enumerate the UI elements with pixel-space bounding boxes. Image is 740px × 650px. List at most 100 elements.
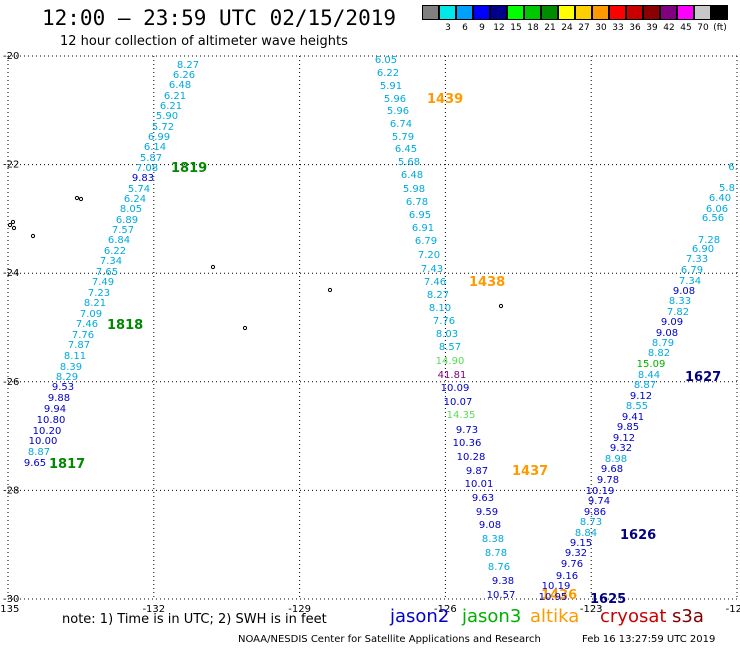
lon-label: -135 [0,604,19,615]
wave-height-value: 7.28 [698,235,720,246]
wave-height-value: 9.09 [661,317,683,328]
wave-height-value: 8.87 [28,447,50,458]
wave-height-value: 15.09 [637,359,666,370]
wave-height-value: 7.09 [80,309,102,320]
wave-height-value: 6.95 [409,210,431,221]
wave-height-value: 8.38 [482,534,504,545]
wave-height-value: 9.53 [52,382,74,393]
track-2: 6.05 6.22 5.91 5.965.96 6.74 5.796.45 5.68 6.48… [375,55,577,603]
color-legend: 3 6 9 12 15 18 21 24 27 30 33 36 39 42 45 70 (ft) [422,5,728,35]
wave-height-value: 6.21 [160,101,182,112]
legend-label: 45 [680,23,692,33]
legend-swatch [575,5,592,20]
wave-height-value: 9.41 [622,412,644,423]
wave-height-value: 6.91 [412,223,434,234]
island-marker [498,303,504,309]
wave-height-value: 8.29 [56,372,78,383]
legend-swatch [422,5,439,20]
wave-height-value: 5.74 [128,184,150,195]
satellite-label-jason3: jason3 [462,606,522,627]
wave-height-value: 8.10 [429,303,451,314]
wave-height-value: 5.8 [719,183,735,194]
wave-height-value: 9.63 [472,493,494,504]
legend-swatch [507,5,524,20]
time-label: 1438 [469,275,505,290]
wave-height-value: 9.12 [613,433,635,444]
lon-label: -120 [726,604,740,615]
legend-swatch [592,5,609,20]
wave-height-value: 8.27 [427,290,449,301]
legend-swatch [541,5,558,20]
wave-height-value: 6.26 [173,70,195,81]
wave-height-value: 9.88 [48,393,70,404]
time-label: 1626 [620,528,656,543]
legend-swatch [524,5,541,20]
wave-height-value: 6.40 [709,193,731,204]
wave-height-value: 8.98 [605,454,627,465]
time-label: 1818 [107,318,143,333]
legend-label: 42 [663,23,675,33]
legend-swatch [643,5,660,20]
wave-height-value: 8.76 [488,562,510,573]
wave-height-value: 7.43 [421,264,443,275]
wave-height-value: 7.49 [92,277,114,288]
wave-height-value: 6.79 [681,265,703,276]
credit-text: NOAA/NESDIS Center for Satellite Applica… [238,634,541,645]
wave-height-value: 5.91 [380,81,402,92]
legend-swatch [694,5,711,20]
wave-height-value: 10.01 [465,479,494,490]
wave-height-value: 8.55 [626,401,648,412]
footer-note: note: 1) Time is in UTC; 2) SWH is in fe… [62,612,327,627]
wave-height-value: 8.84 [575,528,597,539]
wave-height-value: 9.87 [466,466,488,477]
wave-height-value: 7.46 [76,319,98,330]
wave-height-value: 8.05 [120,204,142,215]
wave-height-value: 6. [728,162,738,173]
time-label: 1437 [512,464,548,479]
legend-swatch [558,5,575,20]
wave-height-value: 10.28 [457,452,486,463]
wave-height-value: 9.85 [617,422,639,433]
wave-height-value: 9.65 [24,458,46,469]
legend-label: 70 [697,23,709,33]
wave-height-value: 10.07 [444,397,473,408]
legend-swatch [660,5,677,20]
wave-height-value: 10.09 [441,383,470,394]
legend-swatch [490,5,507,20]
wave-height-value: 7.34 [679,276,701,287]
legend-label: 30 [595,23,607,33]
wave-height-value: 6.48 [401,170,423,181]
wave-height-value: 10.00 [29,436,58,447]
time-label: 1439 [427,92,463,107]
legend-label: 24 [561,23,573,33]
island-marker [327,287,333,293]
wave-height-value: 9.83 [132,173,154,184]
wave-height-value: 6.89 [116,215,138,226]
legend-swatch [677,5,694,20]
wave-height-value: 6.24 [124,194,146,205]
island-marker [78,196,84,202]
wave-height-value: 9.08 [656,328,678,339]
wave-height-value: 9.32 [610,443,632,454]
time-label: 1817 [49,457,85,472]
wave-height-value: 6.22 [104,246,126,257]
wave-height-value: 5.79 [392,132,414,143]
lat-label: -30 [3,594,19,605]
lat-label: -20 [3,51,19,62]
island-marker [11,225,17,231]
legend-label: 6 [462,23,468,33]
wave-height-value: 6.48 [169,80,191,91]
wave-height-value: 8.87 [634,380,656,391]
wave-height-value: 9.86 [584,507,606,518]
wave-height-value: 10.57 [487,590,516,601]
legend-label: 33 [612,23,624,33]
wave-height-value: 6.79 [415,236,437,247]
wave-height-value: 10.20 [33,426,62,437]
legend-swatch [456,5,473,20]
wave-height-value: 8.44 [638,370,660,381]
time-label: 1627 [685,370,721,385]
wave-height-value: 5.72 [152,122,174,133]
wave-height-value: 8.11 [64,351,86,362]
generated-timestamp: Feb 16 13:27:59 UTC 2019 [582,634,716,645]
